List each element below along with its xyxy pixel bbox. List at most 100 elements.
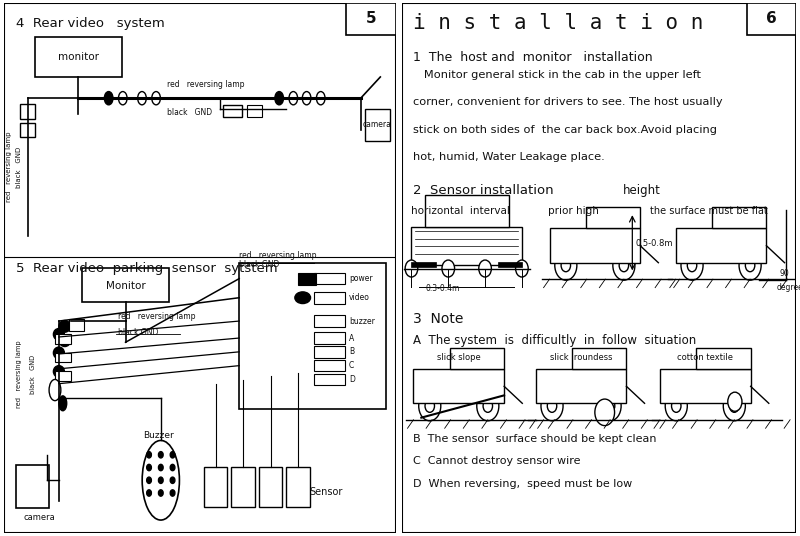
Bar — [550, 228, 640, 263]
Text: the surface must be flat: the surface must be flat — [650, 206, 768, 216]
Ellipse shape — [289, 92, 298, 105]
Circle shape — [146, 490, 151, 496]
Ellipse shape — [138, 92, 146, 105]
Circle shape — [671, 400, 681, 412]
Circle shape — [541, 391, 563, 421]
Circle shape — [483, 400, 493, 412]
Bar — [411, 262, 436, 267]
Text: cotton textile: cotton textile — [678, 353, 734, 362]
Circle shape — [478, 260, 491, 277]
Circle shape — [146, 477, 151, 483]
Ellipse shape — [275, 92, 283, 105]
Text: 90: 90 — [779, 269, 789, 278]
Text: height: height — [622, 184, 660, 197]
Circle shape — [442, 260, 454, 277]
Circle shape — [666, 391, 687, 421]
Circle shape — [515, 260, 528, 277]
Text: A  The system  is  difficultly  in  follow  situation: A The system is difficultly in follow si… — [414, 334, 697, 347]
Circle shape — [158, 464, 163, 471]
Text: degree: degree — [777, 283, 800, 292]
Bar — [676, 228, 766, 263]
Bar — [450, 347, 504, 369]
Text: 1  The  host and  monitor   installation: 1 The host and monitor installation — [414, 51, 653, 64]
Bar — [696, 347, 750, 369]
Ellipse shape — [49, 379, 61, 400]
Circle shape — [418, 391, 441, 421]
Text: D: D — [349, 375, 355, 384]
Bar — [572, 347, 626, 369]
Circle shape — [170, 490, 175, 496]
Text: D  When reversing,  speed must be low: D When reversing, speed must be low — [414, 479, 633, 489]
Text: 0.3-0.4m: 0.3-0.4m — [426, 284, 460, 293]
Text: B  The sensor  surface should be kept clean: B The sensor surface should be kept clea… — [414, 434, 657, 444]
Bar — [314, 315, 345, 327]
Bar — [314, 273, 345, 285]
Bar — [20, 123, 35, 137]
Text: slick slope: slick slope — [437, 353, 481, 362]
Text: power: power — [349, 274, 373, 283]
Circle shape — [170, 464, 175, 471]
Text: black GND: black GND — [118, 328, 158, 337]
Ellipse shape — [152, 92, 161, 105]
Text: 4  Rear video   system: 4 Rear video system — [16, 17, 165, 31]
Text: black GND: black GND — [239, 260, 279, 269]
Text: camera: camera — [362, 120, 392, 129]
Text: hot, humid, Water Leakage place.: hot, humid, Water Leakage place. — [414, 152, 605, 162]
Text: A: A — [349, 333, 354, 343]
Text: C  Cannot destroy sensor wire: C Cannot destroy sensor wire — [414, 456, 581, 466]
Bar — [314, 292, 345, 303]
Bar — [314, 374, 345, 385]
Text: red   reversing lamp: red reversing lamp — [6, 132, 12, 203]
Text: video: video — [349, 293, 370, 302]
Text: Buzzer: Buzzer — [143, 431, 174, 441]
Bar — [660, 369, 750, 403]
Ellipse shape — [302, 92, 311, 105]
Bar — [35, 37, 122, 77]
Text: 5: 5 — [366, 11, 376, 26]
Circle shape — [158, 477, 163, 483]
Text: 0.5-0.8m: 0.5-0.8m — [635, 239, 673, 248]
Circle shape — [170, 477, 175, 483]
Text: Monitor general stick in the cab in the upper left: Monitor general stick in the cab in the … — [414, 70, 702, 79]
Bar — [55, 334, 70, 344]
Circle shape — [405, 260, 418, 277]
Text: red   reversing lamp: red reversing lamp — [166, 80, 244, 90]
Ellipse shape — [54, 329, 64, 340]
Text: buzzer: buzzer — [349, 317, 375, 325]
Circle shape — [158, 490, 163, 496]
Circle shape — [146, 464, 151, 471]
Bar — [411, 227, 522, 265]
Text: prior high: prior high — [547, 206, 598, 216]
Text: black   GND: black GND — [166, 108, 212, 117]
Bar — [425, 195, 509, 227]
Circle shape — [554, 250, 577, 280]
Circle shape — [425, 400, 434, 412]
Bar — [747, 3, 796, 34]
Text: black   GND: black GND — [30, 355, 37, 393]
Bar — [314, 346, 345, 358]
Bar — [298, 273, 316, 285]
Circle shape — [146, 452, 151, 458]
Circle shape — [687, 259, 697, 272]
Text: 2  Sensor installation: 2 Sensor installation — [414, 184, 554, 197]
Text: red   reversing lamp: red reversing lamp — [118, 312, 195, 321]
Circle shape — [547, 400, 557, 412]
Bar — [498, 262, 522, 267]
Bar — [314, 332, 345, 344]
Text: black   GND: black GND — [16, 146, 22, 188]
Bar — [204, 467, 227, 507]
Bar — [16, 465, 49, 508]
Ellipse shape — [54, 347, 64, 359]
Circle shape — [170, 452, 175, 458]
Ellipse shape — [59, 336, 70, 347]
Bar — [286, 467, 310, 507]
Bar — [712, 207, 766, 228]
Bar — [20, 104, 35, 119]
Bar — [365, 109, 390, 140]
Text: red   reversing lamp: red reversing lamp — [239, 251, 317, 260]
Ellipse shape — [59, 396, 66, 411]
Circle shape — [477, 391, 499, 421]
Circle shape — [561, 259, 570, 272]
Circle shape — [723, 391, 746, 421]
Circle shape — [739, 250, 761, 280]
